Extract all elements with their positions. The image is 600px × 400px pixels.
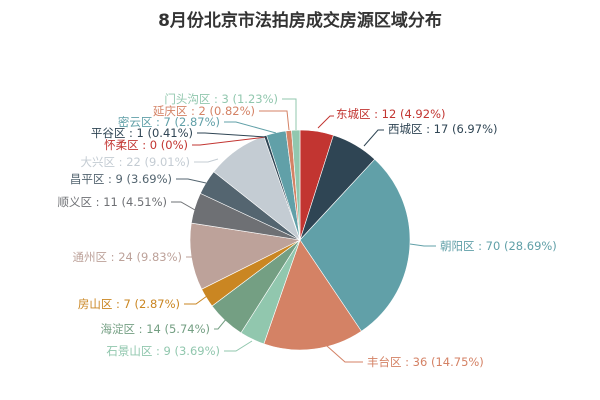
label-line bbox=[197, 132, 267, 138]
label-line bbox=[326, 345, 363, 363]
slice-label: 房山区 : 7 (2.87%) bbox=[78, 297, 180, 311]
label-line bbox=[192, 136, 267, 146]
label-line bbox=[317, 115, 334, 129]
label-line bbox=[184, 295, 208, 305]
label-line bbox=[214, 317, 228, 330]
slice-label: 门头沟区 : 3 (1.23%) bbox=[164, 92, 278, 106]
slice-label: 密云区 : 7 (2.87%) bbox=[118, 115, 220, 129]
label-line bbox=[194, 158, 219, 163]
slice-label: 大兴区 : 22 (9.01%) bbox=[81, 155, 190, 169]
slice-label: 丰台区 : 36 (14.75%) bbox=[367, 355, 484, 369]
slice-label: 东城区 : 12 (4.92%) bbox=[336, 107, 445, 121]
slice-label: 延庆区 : 2 (0.82%) bbox=[153, 104, 255, 118]
pie-slice[interactable] bbox=[263, 239, 362, 351]
slice-label: 海淀区 : 14 (5.74%) bbox=[101, 322, 210, 336]
label-line bbox=[259, 110, 290, 131]
label-line bbox=[282, 98, 297, 130]
pie-slices bbox=[189, 129, 411, 351]
label-line bbox=[224, 340, 253, 352]
pie-slice[interactable] bbox=[291, 129, 301, 241]
slice-label: 朝阳区 : 70 (28.69%) bbox=[440, 239, 557, 253]
slice-labels: 东城区 : 12 (4.92%)西城区 : 17 (6.97%) 朝阳区 : 70… bbox=[58, 92, 557, 369]
slice-label: 平谷区 : 1 (0.41%) bbox=[91, 126, 193, 140]
label-line bbox=[409, 243, 436, 247]
slice-label: 通州区 : 24 (9.83%) bbox=[73, 250, 182, 264]
slice-label: 石景山区 : 9 (3.69%) bbox=[106, 344, 220, 358]
slice-label: 怀柔区 : 0 (0%) bbox=[104, 138, 188, 152]
slice-label: 西城区 : 17 (6.97%) bbox=[388, 122, 497, 136]
chart-title: 8月份北京市法拍房成交房源区域分布 bbox=[158, 11, 442, 31]
slice-label: 昌平区 : 9 (3.69%) bbox=[70, 172, 172, 186]
label-line bbox=[224, 121, 277, 134]
pie-slice[interactable] bbox=[299, 158, 411, 332]
label-line bbox=[171, 201, 196, 211]
label-lines bbox=[171, 98, 436, 363]
slice-label: 顺义区 : 11 (4.51%) bbox=[58, 195, 167, 209]
label-line bbox=[176, 178, 207, 184]
label-line bbox=[363, 129, 384, 147]
